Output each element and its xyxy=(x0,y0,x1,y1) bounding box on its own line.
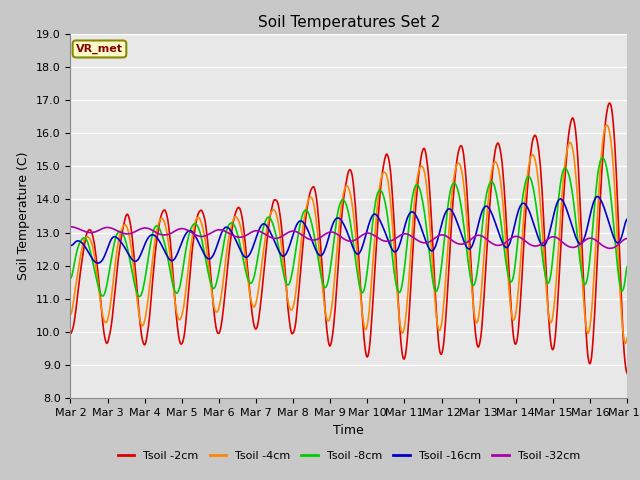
X-axis label: Time: Time xyxy=(333,424,364,437)
Text: VR_met: VR_met xyxy=(76,44,123,54)
Legend: Tsoil -2cm, Tsoil -4cm, Tsoil -8cm, Tsoil -16cm, Tsoil -32cm: Tsoil -2cm, Tsoil -4cm, Tsoil -8cm, Tsoi… xyxy=(113,447,584,466)
Y-axis label: Soil Temperature (C): Soil Temperature (C) xyxy=(17,152,30,280)
Title: Soil Temperatures Set 2: Soil Temperatures Set 2 xyxy=(258,15,440,30)
